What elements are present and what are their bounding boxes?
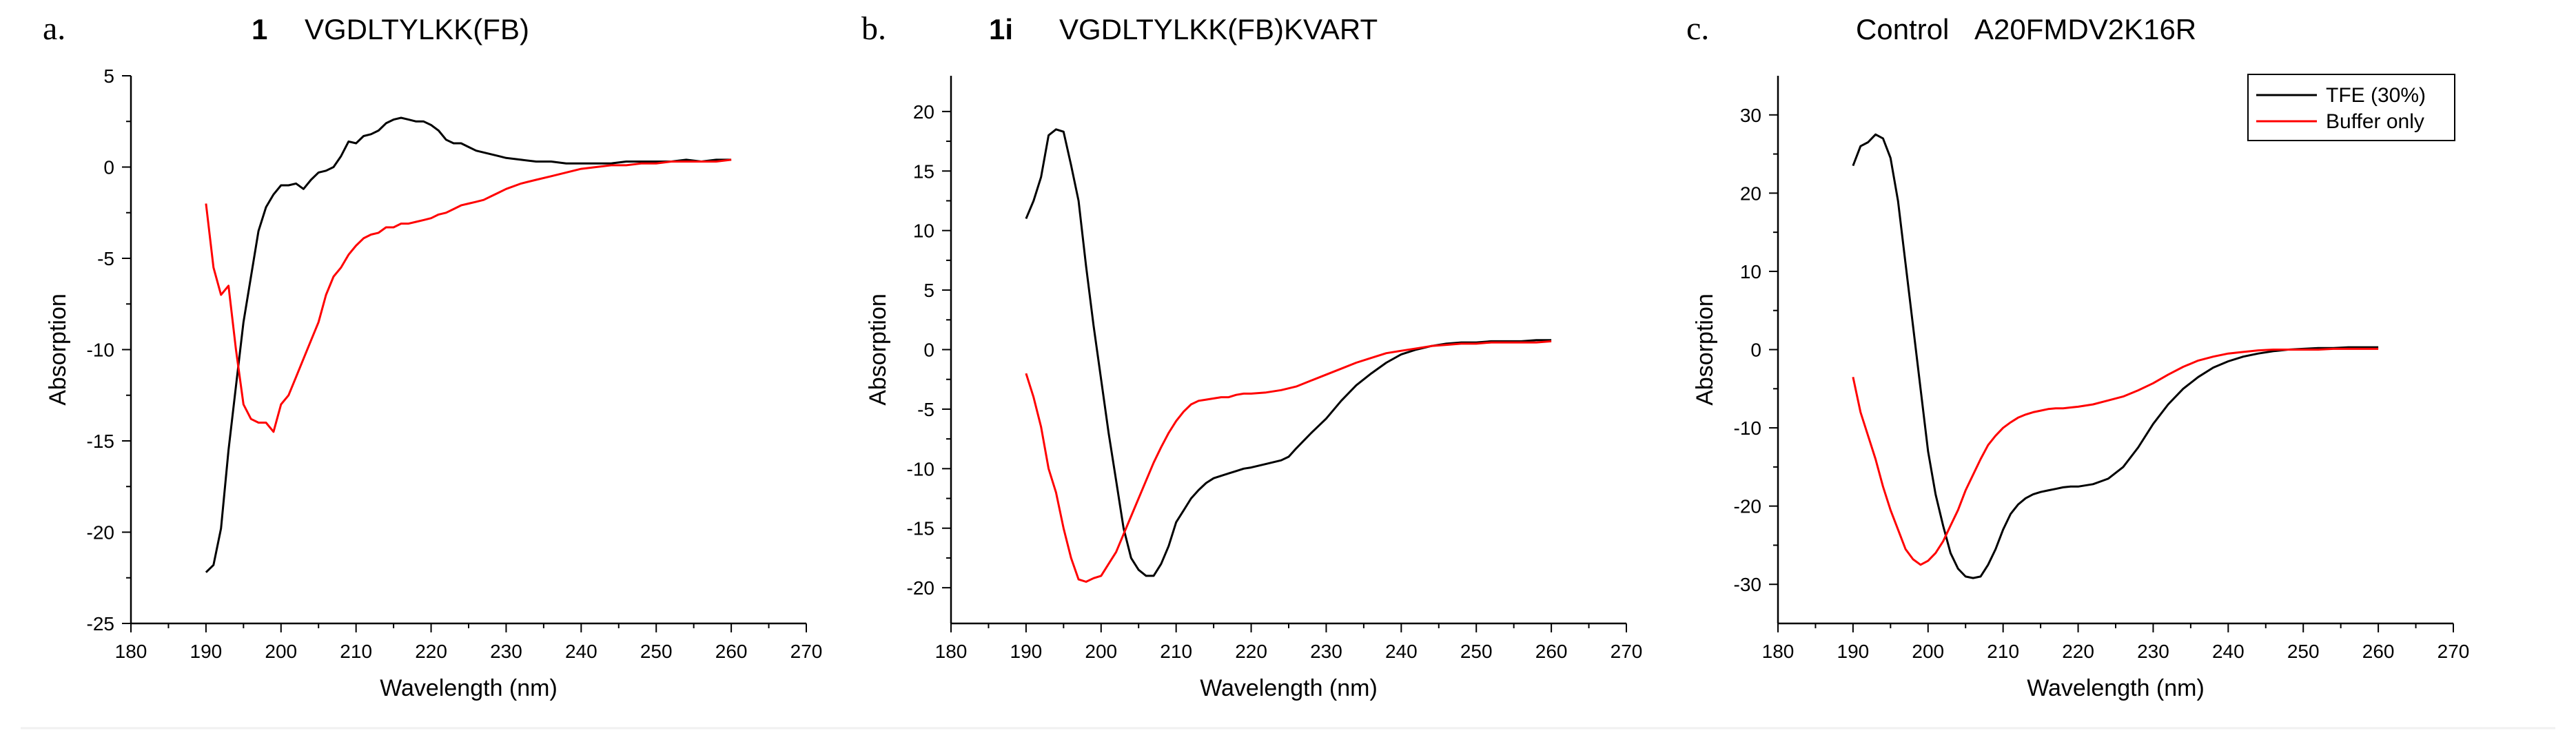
x-tick-label: 210 [1160,641,1192,662]
x-tick-label: 210 [1987,641,2019,662]
x-tick-label: 220 [1235,641,1267,662]
y-tick-label: 20 [913,101,934,123]
x-tick-label: 200 [1912,641,1944,662]
legend: TFE (30%) Buffer only [2247,74,2455,141]
x-tick-label: 190 [1837,641,1870,662]
x-tick-label: 180 [115,641,147,662]
series-line-tfe-30 [1025,128,1552,577]
chart-title-number: 1i [989,13,1013,45]
y-tick-label: -5 [97,248,114,269]
x-tick-label: 240 [2212,641,2245,662]
y-tick-label: 10 [1740,261,1761,282]
y-tick-label: -20 [87,522,114,544]
series-line-buffer-only [1025,340,1552,583]
chart-panel-1: a. 1 VGDLTYLKK(FB) 180 190 200 210 220 230 240 250… [43,10,822,701]
y-tick-label: -15 [87,431,114,452]
x-tick-label: 240 [1385,641,1418,662]
y-tick-label: 5 [923,280,934,301]
x-tick-label: 220 [2062,641,2094,662]
panel-letter: c. [1686,10,1709,47]
x-tick-label: 270 [790,641,823,662]
y-tick-label: 0 [923,340,934,361]
x-tick-label: 270 [2437,641,2470,662]
x-tick-label: 270 [1611,641,1643,662]
y-axis-title: Absorption [865,293,891,406]
y-tick-label: 10 [913,220,934,242]
x-tick-label: 190 [1010,641,1043,662]
x-tick-label: 250 [2287,641,2320,662]
y-axis-title: Absorption [1692,293,1718,406]
y-tick-label: -20 [1734,496,1761,517]
y-tick-label: 30 [1740,105,1761,126]
y-tick-label: -10 [1734,417,1761,439]
y-tick-label: 0 [103,157,114,178]
series-line-buffer-only [205,158,732,433]
x-tick-label: 260 [715,641,748,662]
panel-letter: a. [43,10,65,47]
y-tick-label: -10 [87,340,114,361]
y-tick-label: 0 [1750,340,1761,361]
legend-label: Buffer only [2326,110,2424,133]
x-tick-label: 240 [565,641,597,662]
x-tick-label: 230 [490,641,522,662]
y-tick-label: -25 [87,613,114,634]
x-tick-label: 200 [265,641,297,662]
y-axis-title: Absorption [45,293,71,406]
x-axis-title: Wavelength (nm) [380,675,558,701]
x-tick-label: 180 [935,641,968,662]
chart-title: VGDLTYLKK(FB)KVART [1059,13,1378,45]
series-line-buffer-only [1852,347,2379,566]
x-axis-title: Wavelength (nm) [1200,675,1378,701]
x-tick-label: 260 [2362,641,2395,662]
x-axis-title: Wavelength (nm) [2027,675,2205,701]
y-tick-label: -30 [1734,574,1761,595]
x-tick-label: 210 [340,641,372,662]
x-tick-label: 230 [2137,641,2169,662]
y-tick-label: -5 [917,399,934,420]
x-tick-label: 230 [1310,641,1342,662]
y-tick-label: 5 [103,65,114,87]
y-tick-label: -15 [907,518,934,539]
x-tick-label: 180 [1762,641,1795,662]
x-tick-label: 250 [640,641,673,662]
x-tick-label: 250 [1460,641,1493,662]
legend-box [2247,74,2455,141]
chart-title: A20FMDV2K16R [1974,13,2196,45]
series-line-tfe-30 [1852,133,2379,579]
x-tick-label: 200 [1085,641,1117,662]
chart-title-number: 1 [252,13,267,45]
x-tick-label: 220 [415,641,447,662]
y-tick-label: -20 [907,577,934,599]
y-tick-label: 15 [913,161,934,182]
x-tick-label: 260 [1535,641,1568,662]
chart-title: VGDLTYLKK(FB) [305,13,529,45]
x-tick-label: 190 [190,641,223,662]
y-tick-label: 20 [1740,183,1761,204]
series-line-tfe-30 [205,116,732,573]
y-tick-label: -10 [907,458,934,479]
legend-label: TFE (30%) [2326,84,2426,107]
panel-letter: b. [861,10,886,47]
chart-title-number: Control [1856,13,1949,45]
